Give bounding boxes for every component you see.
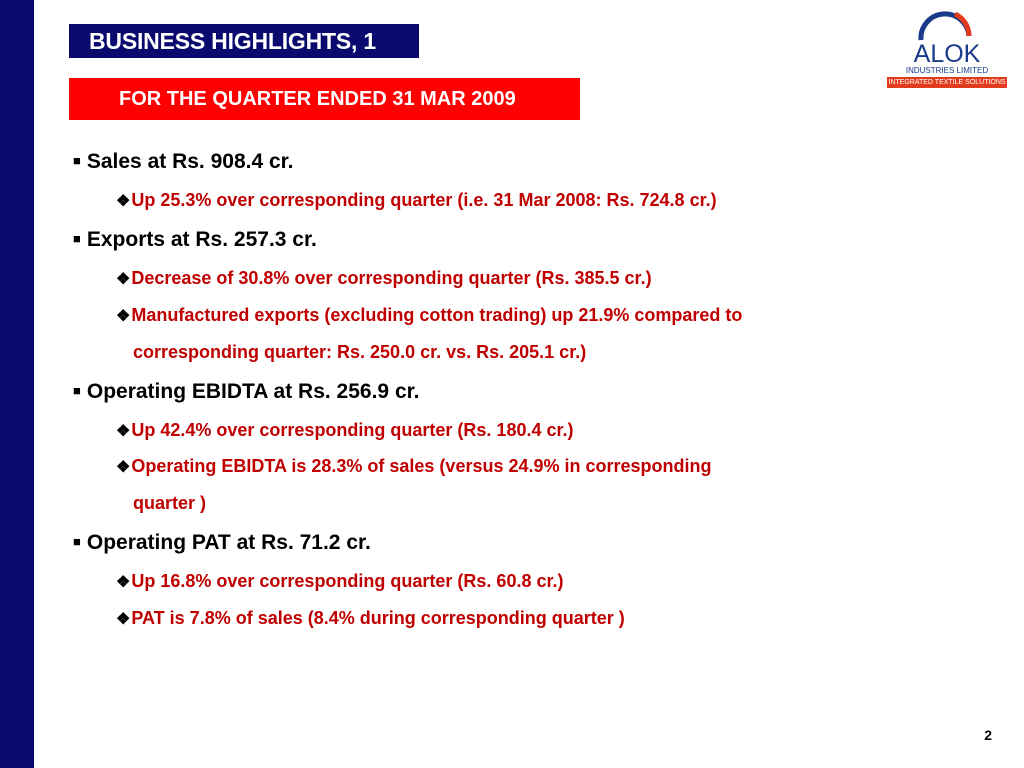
diamond-bullet-icon: ❖ bbox=[116, 423, 131, 440]
sub-bullet-continuation: quarter ) bbox=[133, 493, 207, 513]
diamond-bullet-icon: ❖ bbox=[116, 611, 131, 628]
diamond-bullet-icon: ❖ bbox=[116, 271, 131, 288]
diamond-bullet-icon: ❖ bbox=[116, 459, 131, 476]
main-bullet: ■ Exports at Rs. 257.3 cr. bbox=[73, 228, 317, 252]
sub-bullet-text: PAT is 7.8% of sales (8.4% during corres… bbox=[131, 608, 625, 628]
square-bullet-icon: ■ bbox=[73, 534, 81, 549]
logo-tagline: INTEGRATED TEXTILE SOLUTIONS bbox=[887, 77, 1007, 88]
sub-bullet-text: Up 42.4% over corresponding quarter (Rs.… bbox=[131, 420, 574, 440]
slide-title: BUSINESS HIGHLIGHTS, 1 bbox=[69, 24, 419, 58]
sub-bullet: ❖Up 16.8% over corresponding quarter (Rs… bbox=[116, 571, 563, 592]
sub-bullet-continuation: corresponding quarter: Rs. 250.0 cr. vs.… bbox=[133, 342, 587, 362]
main-bullet-text: Exports at Rs. 257.3 cr. bbox=[86, 228, 317, 251]
sub-bullet: ❖Operating EBIDTA is 28.3% of sales (ver… bbox=[116, 456, 712, 477]
logo-arc-icon bbox=[918, 11, 972, 41]
main-bullet: ■ Operating EBIDTA at Rs. 256.9 cr. bbox=[73, 380, 419, 404]
diamond-bullet-icon: ❖ bbox=[116, 574, 131, 591]
sub-bullet: ❖PAT is 7.8% of sales (8.4% during corre… bbox=[116, 608, 625, 629]
main-bullet: ■ Sales at Rs. 908.4 cr. bbox=[73, 150, 294, 174]
company-logo: ALOK INDUSTRIES LIMITED INTEGRATED TEXTI… bbox=[885, 6, 1009, 88]
diamond-bullet-icon: ❖ bbox=[116, 308, 131, 325]
logo-subtitle: INDUSTRIES LIMITED bbox=[905, 66, 989, 75]
square-bullet-icon: ■ bbox=[73, 231, 81, 246]
slide-subtitle: FOR THE QUARTER ENDED 31 MAR 2009 bbox=[69, 78, 580, 120]
main-bullet-text: Sales at Rs. 908.4 cr. bbox=[86, 150, 294, 173]
main-bullet-text: Operating EBIDTA at Rs. 256.9 cr. bbox=[86, 380, 420, 403]
sub-bullet-text: Up 16.8% over corresponding quarter (Rs.… bbox=[131, 571, 564, 591]
logo-name: ALOK bbox=[913, 40, 981, 68]
sub-bullet: ❖Decrease of 30.8% over corresponding qu… bbox=[116, 268, 652, 289]
main-bullet: ■ Operating PAT at Rs. 71.2 cr. bbox=[73, 531, 371, 555]
sub-bullet-text: Operating EBIDTA is 28.3% of sales (vers… bbox=[131, 456, 712, 476]
sub-bullet-text: Manufactured exports (excluding cotton t… bbox=[131, 305, 743, 325]
sub-bullet: ❖Manufactured exports (excluding cotton … bbox=[116, 305, 742, 326]
page-number: 2 bbox=[984, 727, 992, 743]
left-sidebar-bar bbox=[0, 0, 34, 768]
square-bullet-icon: ■ bbox=[73, 383, 81, 398]
sub-bullet: ❖Up 42.4% over corresponding quarter (Rs… bbox=[116, 420, 574, 441]
sub-bullet-text: Decrease of 30.8% over corresponding qua… bbox=[131, 268, 652, 288]
sub-bullet-text: Up 25.3% over corresponding quarter (i.e… bbox=[131, 190, 717, 210]
square-bullet-icon: ■ bbox=[73, 153, 81, 168]
diamond-bullet-icon: ❖ bbox=[116, 193, 131, 210]
sub-bullet: ❖Up 25.3% over corresponding quarter (i.… bbox=[116, 190, 717, 211]
main-bullet-text: Operating PAT at Rs. 71.2 cr. bbox=[86, 531, 371, 554]
